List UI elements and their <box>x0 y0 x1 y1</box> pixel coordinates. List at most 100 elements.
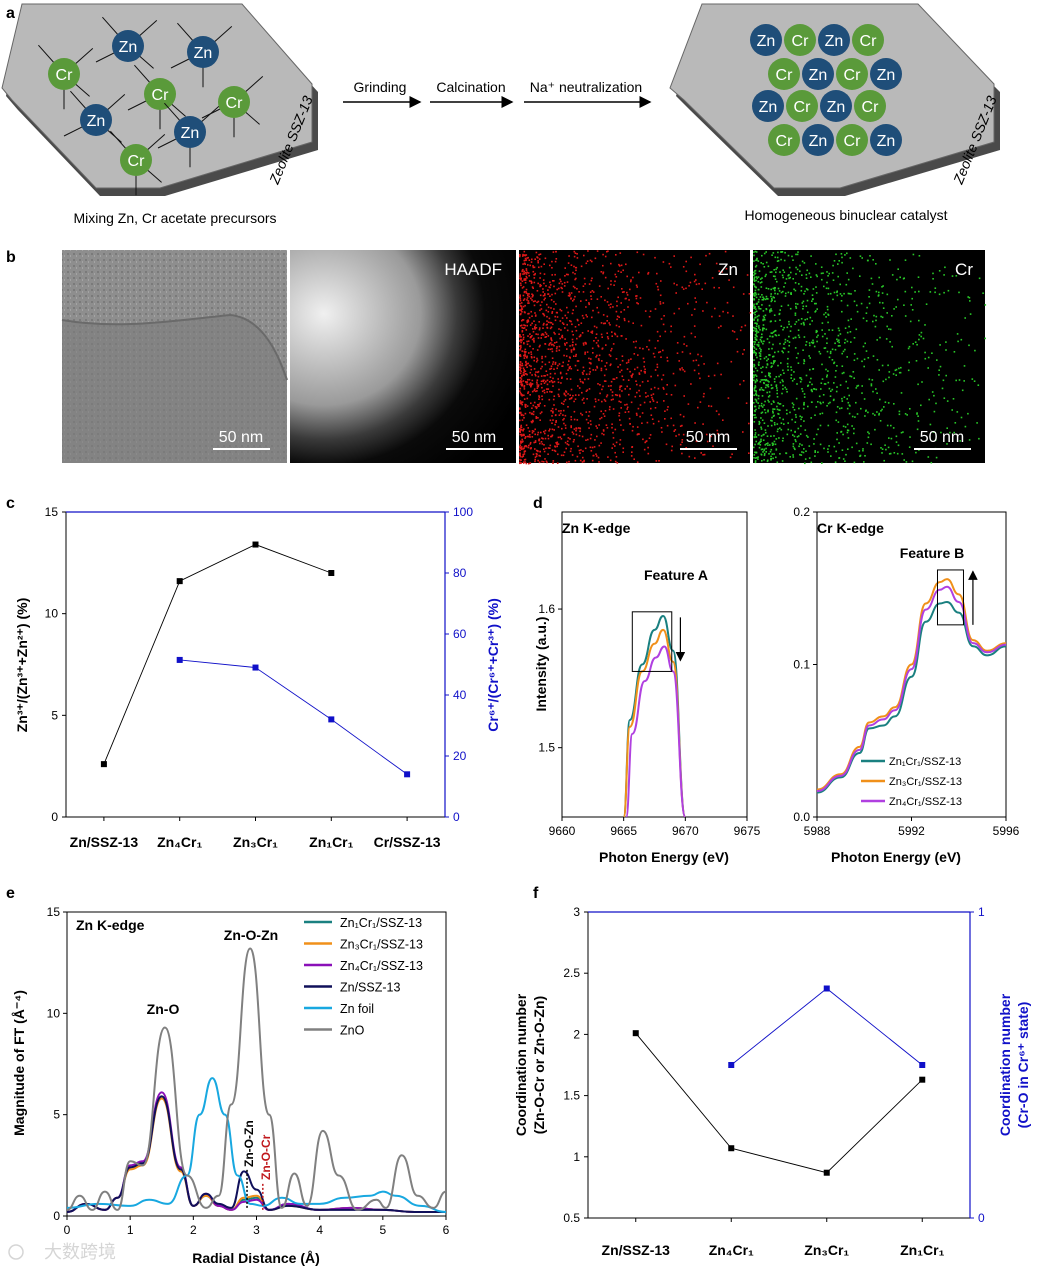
series-line <box>67 1097 446 1213</box>
map-dot <box>805 374 808 377</box>
map-dot <box>544 429 547 432</box>
map-dot <box>782 384 784 387</box>
map-dot <box>732 315 734 317</box>
map-dot <box>642 347 644 350</box>
map-dot <box>519 400 522 402</box>
map-dot <box>807 436 809 438</box>
map-dot <box>753 376 755 379</box>
step-calcination: Calcination <box>436 79 505 95</box>
map-dot <box>774 275 776 278</box>
map-dot <box>606 250 608 253</box>
map-dot <box>645 440 647 443</box>
map-dot <box>568 295 571 297</box>
map-dot <box>551 260 553 263</box>
map-dot <box>733 331 736 333</box>
map-dot <box>879 398 881 401</box>
map-dot <box>758 270 761 272</box>
map-dot <box>694 457 696 459</box>
x-tick-label: Zn₃Cr₁ <box>804 1242 849 1258</box>
map-dot <box>536 290 539 292</box>
map-dot <box>765 443 768 445</box>
map-dot <box>782 347 785 349</box>
map-dot <box>564 327 566 329</box>
map-dot <box>891 315 893 317</box>
map-dot <box>890 424 892 427</box>
map-dot <box>557 426 560 428</box>
map-dot <box>549 447 551 449</box>
map-dot <box>676 352 679 354</box>
map-dot <box>519 455 522 458</box>
map-dot <box>614 332 616 335</box>
chart-d-right: 5988 5992 59960.00.10.2Zn₁Cr₁/SSZ-13Zn₃Cr₁… <box>793 505 1019 838</box>
map-dot <box>653 386 656 389</box>
map-dot <box>670 394 673 396</box>
map-dot <box>829 350 832 353</box>
map-dot <box>555 350 558 352</box>
map-dot <box>759 389 761 391</box>
map-dot <box>853 337 856 339</box>
map-dot <box>862 317 865 320</box>
map-dot <box>754 429 756 431</box>
map-dot <box>755 332 758 334</box>
map-dot <box>521 401 524 403</box>
map-dot <box>659 294 662 297</box>
map-dot <box>824 347 827 349</box>
map-dot <box>773 414 775 417</box>
map-dot <box>930 461 933 464</box>
map-dot <box>820 382 823 384</box>
map-dot <box>562 409 565 412</box>
map-dot <box>524 353 526 356</box>
map-dot <box>519 299 522 302</box>
map-dot <box>553 300 555 303</box>
map-dot <box>812 368 815 370</box>
map-dot <box>753 273 756 275</box>
map-dot <box>869 255 871 257</box>
map-dot <box>537 337 540 339</box>
map-dot <box>773 435 775 437</box>
map-dot <box>558 388 560 391</box>
map-dot <box>558 414 561 416</box>
map-dot <box>753 279 755 281</box>
map-dot <box>541 355 543 358</box>
map-dot <box>619 395 621 398</box>
map-dot <box>797 435 800 437</box>
map-dot <box>575 429 577 432</box>
map-dot <box>609 355 612 357</box>
map-dot <box>909 436 911 438</box>
panel-c-letter: c <box>6 495 15 512</box>
map-dot <box>799 381 802 383</box>
map-dot <box>705 254 707 257</box>
map-dot <box>683 335 686 338</box>
map-dot <box>767 265 770 268</box>
map-dot <box>788 323 790 326</box>
map-dot <box>626 294 629 296</box>
map-dot <box>526 435 529 438</box>
map-dot <box>627 379 630 381</box>
map-dot <box>868 296 870 298</box>
map-dot <box>587 438 589 441</box>
map-dot <box>641 422 643 424</box>
map-dot <box>700 452 702 454</box>
map-dot <box>868 289 871 291</box>
map-dot <box>525 268 528 270</box>
map-dot <box>653 356 656 358</box>
map-dot <box>764 318 766 321</box>
map-dot <box>957 340 959 343</box>
map-dot <box>774 360 776 362</box>
map-dot <box>861 392 863 394</box>
map-dot <box>782 405 785 407</box>
map-dot <box>784 338 787 341</box>
map-dot <box>821 329 823 331</box>
map-dot <box>573 428 576 430</box>
map-dot <box>946 443 948 445</box>
map-dot <box>760 428 763 430</box>
map-dot <box>593 325 596 328</box>
map-dot <box>765 384 767 386</box>
map-dot <box>881 316 884 319</box>
x-tick-label: Cr/SSZ-13 <box>374 834 441 850</box>
map-dot <box>835 253 837 256</box>
map-dot <box>619 386 621 389</box>
map-dot <box>647 446 649 449</box>
map-dot <box>755 378 758 381</box>
map-dot <box>519 461 521 464</box>
